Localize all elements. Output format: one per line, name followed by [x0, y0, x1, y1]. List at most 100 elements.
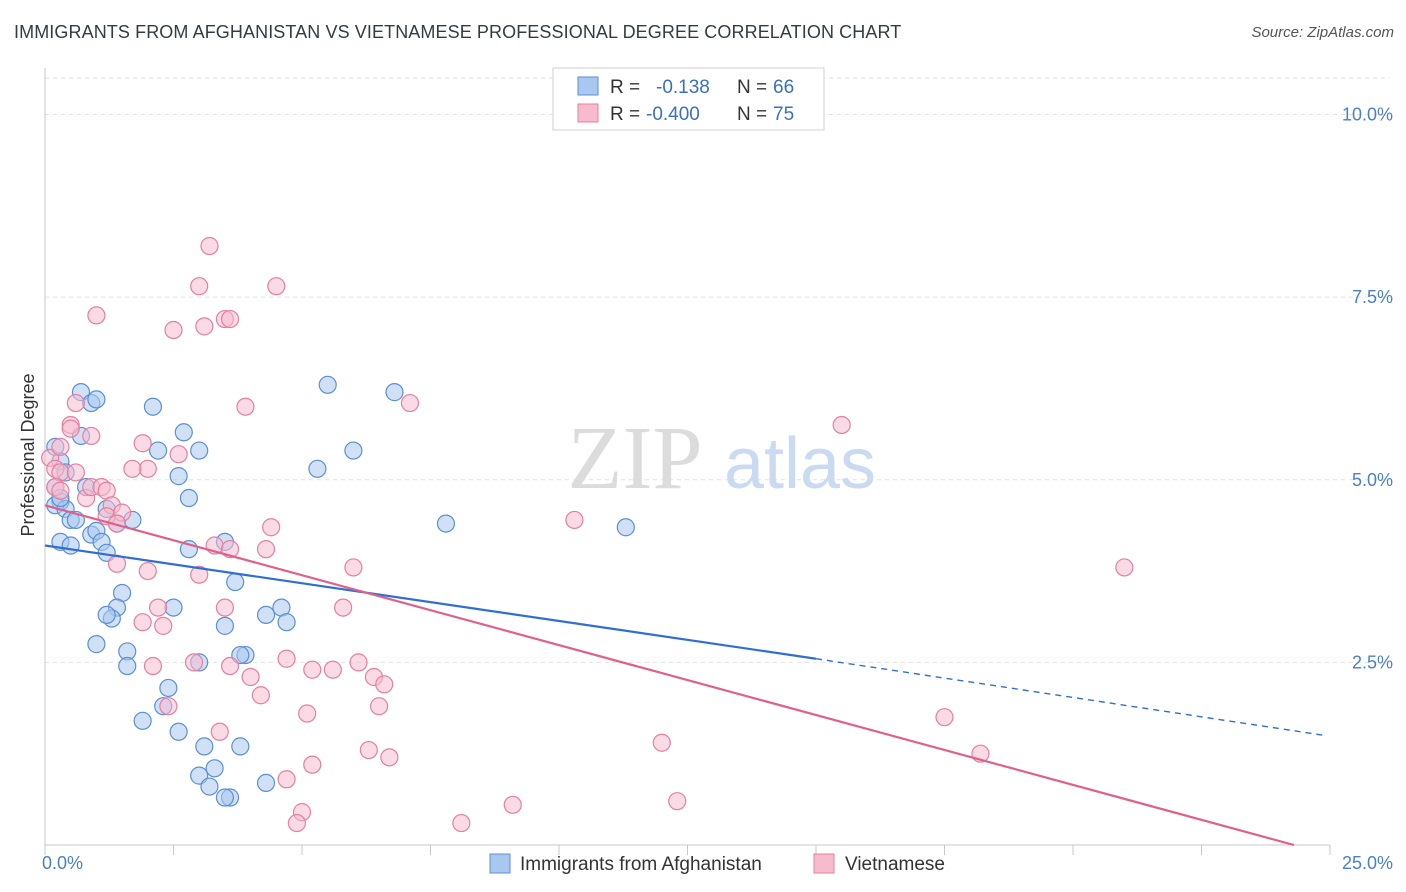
- data-point-pink: [267, 277, 286, 296]
- bottom-legend-swatch-pink: [813, 853, 835, 874]
- data-point-pink: [87, 306, 106, 325]
- legend-n-label-1: N =: [737, 77, 767, 98]
- data-point-pink: [220, 656, 240, 676]
- data-point-pink: [262, 518, 281, 537]
- data-point-pink: [303, 755, 322, 774]
- data-point-blue: [215, 616, 234, 635]
- data-point-blue: [174, 423, 193, 442]
- data-point-pink: [51, 481, 70, 500]
- data-point-pink: [82, 426, 101, 446]
- data-point-pink: [138, 561, 157, 581]
- data-point-blue: [436, 514, 456, 533]
- data-point-pink: [164, 320, 183, 340]
- data-point-blue: [159, 678, 178, 698]
- data-point-pink: [123, 459, 142, 478]
- trend-line-blue: [44, 544, 817, 660]
- data-point-pink: [256, 540, 276, 559]
- data-point-blue: [169, 467, 188, 486]
- chart-title: IMMIGRANTS FROM AFGHANISTAN VS VIETNAMES…: [14, 22, 902, 42]
- data-point-pink: [370, 697, 389, 716]
- data-point-pink: [61, 419, 80, 438]
- series-vietnamese-points: [41, 236, 1134, 833]
- data-point-pink: [359, 740, 378, 760]
- data-point-pink: [190, 565, 209, 584]
- data-point-pink: [344, 558, 363, 577]
- data-point-pink: [159, 697, 178, 716]
- trend-line-pink: [44, 504, 1295, 847]
- data-point-pink: [66, 393, 85, 413]
- data-point-pink: [184, 653, 204, 672]
- data-point-pink: [349, 653, 368, 672]
- legend-n-value-1: 66: [773, 77, 794, 98]
- data-point-pink: [380, 748, 399, 767]
- data-point-blue: [87, 390, 106, 409]
- data-point-blue: [179, 488, 199, 508]
- data-point-pink: [303, 660, 322, 679]
- data-point-pink: [503, 795, 522, 814]
- data-point-pink: [334, 598, 353, 617]
- data-point-pink: [236, 397, 255, 416]
- data-point-pink: [277, 649, 296, 668]
- watermark-atlas: atlas: [724, 424, 876, 504]
- y-tick-labels: 2.5% 5.0% 7.5% 10.0%: [1342, 105, 1393, 673]
- legend-r-label-2: R =: [610, 104, 640, 125]
- data-point-blue: [308, 459, 327, 478]
- data-point-blue: [215, 788, 234, 807]
- data-point-blue: [190, 441, 209, 460]
- trend-lines: [44, 504, 1325, 847]
- data-point-pink: [287, 813, 306, 833]
- data-point-pink: [143, 656, 163, 676]
- y-tick-label: 2.5%: [1352, 652, 1393, 672]
- data-point-blue: [256, 773, 276, 793]
- bottom-legend-swatch-blue: [489, 853, 511, 874]
- data-point-pink: [66, 463, 85, 482]
- data-point-blue: [344, 441, 363, 460]
- data-point-blue: [133, 711, 152, 730]
- data-point-pink: [652, 733, 671, 752]
- data-point-pink: [298, 704, 317, 723]
- y-axis-label: Professional Degree: [18, 373, 38, 536]
- series-legend: Immigrants from Afghanistan Vietnamese: [489, 853, 945, 875]
- data-point-pink: [452, 813, 471, 833]
- data-point-pink: [133, 613, 152, 632]
- legend-n-value-2: 75: [773, 104, 794, 125]
- y-tick-label: 10.0%: [1342, 105, 1393, 125]
- data-point-blue: [87, 635, 106, 654]
- trend-line-extension-blue: [815, 658, 1325, 737]
- data-point-pink: [154, 616, 173, 635]
- data-point-blue: [97, 605, 116, 625]
- data-point-pink: [241, 667, 260, 687]
- data-point-blue: [205, 759, 224, 778]
- legend-swatch-pink: [577, 103, 599, 123]
- x-tick-label-min: 0.0%: [42, 853, 83, 873]
- legend-n-label-2: N =: [737, 104, 767, 125]
- data-point-blue: [256, 605, 276, 625]
- data-point-pink: [375, 675, 394, 694]
- data-point-pink: [1115, 558, 1134, 577]
- data-point-pink: [169, 445, 188, 464]
- data-point-pink: [668, 792, 687, 811]
- data-point-blue: [318, 375, 337, 394]
- data-point-pink: [277, 770, 296, 789]
- data-point-pink: [133, 434, 152, 453]
- legend-r-value-2: -0.400: [646, 104, 700, 125]
- data-point-pink: [200, 236, 219, 256]
- bottom-legend-label-vietnamese: Vietnamese: [845, 854, 945, 875]
- legend-r-value-1: -0.138: [656, 77, 710, 98]
- data-point-blue: [226, 572, 245, 592]
- data-point-pink: [565, 510, 584, 530]
- data-point-pink: [220, 309, 240, 329]
- data-point-pink: [148, 598, 168, 617]
- correlation-legend: R = -0.138 N = 66 R = -0.400 N = 75: [552, 67, 825, 131]
- data-point-blue: [118, 656, 137, 676]
- data-point-blue: [169, 722, 188, 741]
- x-tick-label-max: 25.0%: [1342, 853, 1393, 873]
- data-point-blue: [385, 383, 404, 402]
- data-point-blue: [148, 441, 168, 460]
- data-point-blue: [277, 613, 296, 632]
- data-point-pink: [251, 686, 270, 705]
- data-point-blue: [164, 598, 183, 617]
- bottom-legend-label-afghanistan: Immigrants from Afghanistan: [520, 854, 762, 875]
- y-tick-label: 7.5%: [1352, 287, 1393, 307]
